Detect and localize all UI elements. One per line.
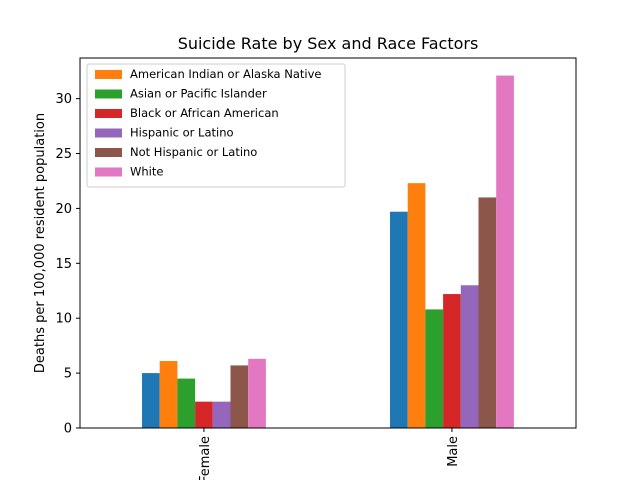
bar-male-series-1	[390, 211, 408, 428]
bar-male-series-7	[496, 75, 514, 428]
bar-female-series-1	[142, 373, 160, 428]
y-tick-label: 30	[55, 92, 72, 107]
legend-swatch	[95, 128, 122, 138]
legend-label: Black or African American	[130, 106, 279, 120]
bar-male-series-3	[425, 309, 444, 428]
legend-swatch	[95, 167, 122, 177]
x-tick-label-female: Female	[198, 436, 213, 480]
plot-frame	[79, 57, 577, 429]
bar-female-series-4	[195, 401, 213, 428]
legend: American Indian or Alaska Native Asian or…	[86, 63, 346, 188]
legend-swatch	[95, 89, 122, 99]
bar-male-series-5	[460, 285, 479, 428]
y-tick-label: 20	[55, 202, 72, 217]
legend-frame	[86, 63, 346, 188]
y-tick-label: 10	[55, 312, 72, 327]
bar-male-series-6	[478, 197, 497, 428]
bars-layer	[142, 75, 514, 428]
y-axis-label: Deaths per 100,000 resident population	[33, 113, 48, 373]
legend-label: American Indian or Alaska Native	[130, 67, 321, 81]
bar-female-series-7	[248, 358, 266, 428]
y-tick-label: 25	[55, 147, 72, 162]
bar-male-series-2	[407, 183, 426, 428]
legend-label: Not Hispanic or Latino	[130, 145, 257, 159]
legend-swatch	[95, 109, 122, 118]
x-tick-label-male: Male	[446, 436, 461, 467]
bar-female-series-3	[177, 378, 196, 428]
x-axis: Female Male	[198, 428, 461, 480]
y-tick-label: 15	[55, 257, 72, 272]
bar-male-series-4	[443, 294, 461, 428]
bar-female-series-6	[230, 365, 249, 428]
legend-swatch	[95, 70, 122, 79]
legend-swatch	[95, 148, 122, 157]
y-tick-label: 0	[64, 422, 72, 437]
chart-title: Suicide Rate by Sex and Race Factors	[178, 34, 479, 53]
legend-label: Asian or Pacific Islander	[130, 87, 267, 101]
y-axis: 0 5 10 15 20 25 30	[55, 92, 80, 437]
y-tick-label: 5	[64, 367, 72, 382]
legend-label: White	[130, 165, 163, 179]
legend-label: Hispanic or Latino	[130, 126, 234, 140]
bar-female-series-2	[159, 361, 178, 428]
bar-female-series-5	[212, 401, 231, 428]
